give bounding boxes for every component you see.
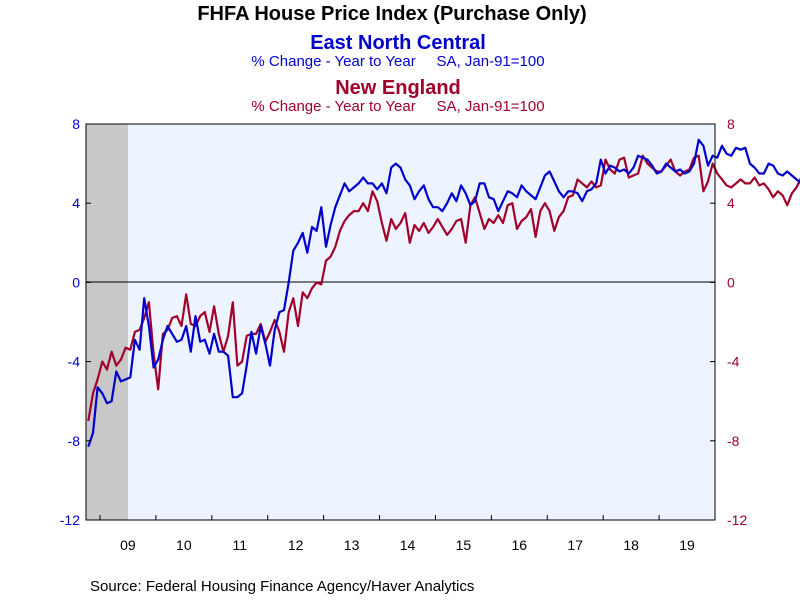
left-tick-label: -4: [68, 354, 81, 370]
x-tick-label: 19: [679, 537, 695, 553]
left-tick-label: 0: [72, 274, 80, 290]
series-layer: [87, 138, 800, 448]
x-tick-label: 11: [232, 537, 247, 553]
series-line-east-north-central: [87, 138, 800, 448]
right-axis: 8 4 0 -4 -8 -12: [710, 116, 747, 528]
x-tick-label: 16: [512, 537, 528, 553]
right-tick-label: 4: [727, 195, 735, 211]
x-tick-label: 14: [400, 537, 416, 553]
left-tick-label: 8: [72, 116, 80, 132]
x-tick-label: 17: [567, 537, 583, 553]
recession-shade: [86, 124, 128, 520]
x-tick-label: 13: [344, 537, 360, 553]
x-tick-label: 09: [120, 537, 136, 553]
left-axis: 8 4 0 -4 -8 -12: [60, 116, 91, 528]
series-1-title: East North Central: [310, 32, 486, 54]
right-tick-label: -4: [727, 354, 740, 370]
x-axis: 09 10 11 12 13 14 15 16 17 18 19: [99, 515, 695, 553]
left-tick-label: 4: [72, 195, 80, 211]
right-tick-label: -12: [727, 512, 747, 528]
series-line-new-england: [87, 154, 800, 422]
series-2-subtitle: % Change - Year to Year SA, Jan-91=100: [251, 98, 544, 115]
x-tick-label: 15: [456, 537, 472, 553]
chart-title: FHFA House Price Index (Purchase Only): [197, 3, 586, 25]
right-tick-label: 8: [727, 116, 735, 132]
x-tick-label: 18: [623, 537, 639, 553]
series-2-title: New England: [335, 77, 461, 99]
x-tick-label: 10: [176, 537, 192, 553]
x-tick-label: 12: [288, 537, 304, 553]
source-note: Source: Federal Housing Finance Agency/H…: [90, 578, 474, 595]
series-1-subtitle: % Change - Year to Year SA, Jan-91=100: [251, 53, 544, 70]
left-tick-label: -12: [60, 512, 80, 528]
plot-frame: [85, 123, 716, 521]
left-tick-label: -8: [68, 433, 81, 449]
right-tick-label: 0: [727, 274, 735, 290]
right-tick-label: -8: [727, 433, 740, 449]
